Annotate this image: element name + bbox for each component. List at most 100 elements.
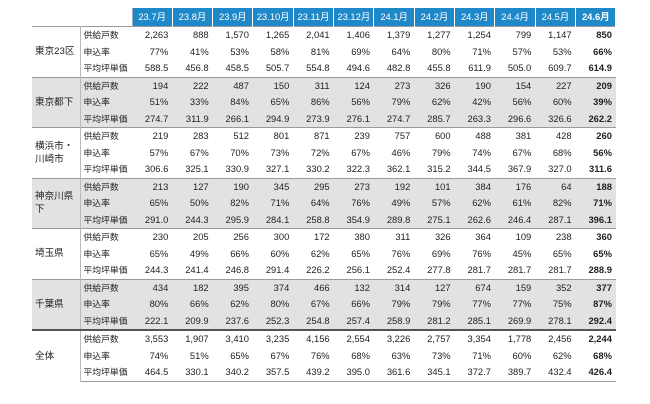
value-cell: 70% [212,144,253,161]
value-cell: 505.7 [252,60,294,77]
value-cell: 82% [212,195,253,212]
region-label: 東京都下 [32,76,81,128]
value-cell: 367.9 [494,161,536,178]
value-cell: 76% [333,195,374,212]
value-cell: 209 [575,76,616,94]
value-cell: 458.5 [212,60,253,77]
value-cell: 69% [333,43,374,60]
header-row: 23.7月 23.8月 23.9月 23.10月 23.11月 23.12月 24.1月 24… [32,8,617,27]
value-cell: 58% [252,43,294,60]
value-cell: 192 [373,177,415,195]
value-cell: 278.1 [535,312,576,330]
value-cell: 3,553 [132,329,173,348]
value-cell: 306.6 [132,161,173,178]
value-cell: 311.6 [575,161,616,178]
value-cell: 1,570 [212,26,253,44]
value-cell: 2,757 [414,329,455,348]
value-cell: 76% [293,347,334,364]
table-row: 申込率 74% 51% 65% 67% 76% 68% 63% 73% 71% 60% 62% 68% [32,347,616,364]
value-cell: 322.3 [333,161,374,178]
value-cell: 80% [252,296,294,313]
value-cell: 294.9 [252,110,294,128]
value-cell: 49% [373,195,415,212]
region-label: 千葉県 [32,278,81,330]
value-cell: 3,410 [212,329,253,348]
value-cell: 1,778 [494,329,536,348]
value-cell: 219 [132,127,173,145]
value-cell: 325.1 [172,161,213,178]
value-cell: 66% [172,296,213,313]
value-cell: 3,235 [252,329,294,348]
value-cell: 1,379 [373,26,415,44]
value-cell: 244.3 [172,211,213,229]
value-cell: 205 [172,228,213,246]
value-cell: 53% [535,43,576,60]
value-cell: 57% [414,195,455,212]
value-cell: 488 [454,127,495,145]
metric-label: 供給戸数 [80,76,132,94]
value-cell: 360 [575,228,616,246]
value-cell: 60% [535,94,576,111]
value-cell: 62% [293,245,334,262]
value-cell: 285.7 [414,110,455,128]
value-cell: 291.4 [252,262,294,279]
value-cell: 65% [132,195,173,212]
value-cell: 65% [333,245,374,262]
value-cell: 67% [293,296,334,313]
metric-label: 申込率 [80,94,132,111]
metric-label: 供給戸数 [80,228,132,246]
value-cell: 288.9 [575,262,616,279]
value-cell: 273 [333,177,374,195]
table-row: 平均坪単価 291.0 244.3 295.9 284.1 258.8 354.9 289.8… [32,211,616,229]
value-cell: 281.7 [494,262,536,279]
value-cell: 284.1 [252,211,294,229]
value-cell: 340.2 [212,364,253,382]
value-cell: 101 [414,177,455,195]
value-cell: 67% [172,144,213,161]
value-cell: 230 [132,228,173,246]
value-cell: 263.3 [454,110,495,128]
table-row: 神奈川県下 供給戸数 213 127 190 345 295 273 192 101 384 176 6… [32,177,616,229]
value-cell: 512 [212,127,253,145]
metric-label: 平均坪単価 [80,262,132,279]
value-cell: 67% [252,347,294,364]
month-header: 23.10月 [252,8,294,27]
metric-label: 供給戸数 [80,177,132,195]
metric-label: 供給戸数 [80,278,132,296]
value-cell: 82% [535,195,576,212]
value-cell: 757 [373,127,415,145]
value-cell: 84% [212,94,253,111]
value-cell: 482.8 [373,60,415,77]
value-cell: 65% [575,245,616,262]
value-cell: 377 [575,278,616,296]
month-header: 23.11月 [293,8,335,27]
value-cell: 87% [575,296,616,313]
value-cell: 434 [132,278,173,296]
value-cell: 361.6 [373,364,415,382]
month-header: 24.1月 [373,8,415,27]
value-cell: 132 [333,278,374,296]
value-cell: 79% [373,94,415,111]
value-cell: 56% [575,144,616,161]
month-header: 23.8月 [172,8,214,27]
value-cell: 1,406 [333,26,374,44]
table-row: 申込率 57% 67% 70% 73% 72% 67% 46% 79% 74% 67% 68% 56% [32,144,616,161]
value-cell: 244.3 [132,262,173,279]
table-row: 平均坪単価 222.1 209.9 237.6 252.3 254.8 257.4 258.9… [32,312,616,330]
value-cell: 799 [494,26,536,44]
value-cell: 384 [454,177,495,195]
value-cell: 3,226 [373,329,415,348]
metric-label: 供給戸数 [80,26,132,44]
value-cell: 213 [132,177,173,195]
value-cell: 209.9 [172,312,213,330]
value-cell: 65% [132,245,173,262]
value-cell: 60% [494,347,536,364]
value-cell: 287.1 [535,211,576,229]
value-cell: 395.0 [333,364,374,382]
value-cell: 68% [535,144,576,161]
value-cell: 269.9 [494,312,536,330]
value-cell: 381 [494,127,536,145]
table-row: 平均坪単価 588.5 456.8 458.5 505.7 554.8 494.6 482.8… [32,60,616,77]
table-row: 横浜市・川崎市 供給戸数 219 283 512 801 871 239 757 600 488 38… [32,127,616,178]
metric-label: 平均坪単価 [80,161,132,178]
